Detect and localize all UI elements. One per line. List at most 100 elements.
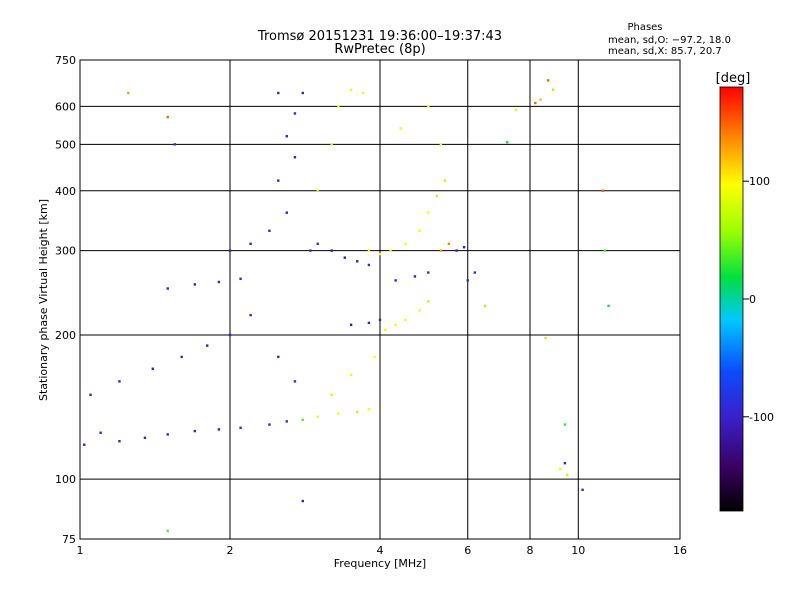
x-tick-label: 6 [464, 544, 471, 557]
grid [80, 60, 680, 539]
data-point [301, 499, 305, 503]
data-point [404, 318, 407, 322]
data-point [443, 179, 447, 182]
data-point [301, 91, 305, 95]
x-axis-label: Frequency [MHz] [334, 557, 426, 570]
data-point [447, 242, 451, 245]
data-point [603, 249, 606, 252]
stats-x-line: mean, sd,X: 85.7, 20.7 [608, 46, 722, 57]
y-tick-label: 300 [55, 245, 76, 258]
data-point [394, 323, 397, 327]
data-point [166, 433, 169, 436]
data-point [228, 249, 232, 252]
data-point [378, 318, 382, 322]
data-point [601, 189, 605, 192]
data-point [277, 91, 280, 95]
data-point [83, 443, 86, 446]
data-point [118, 440, 121, 443]
data-point [373, 355, 376, 359]
data-point [180, 355, 183, 359]
data-point [483, 304, 487, 308]
data-point [249, 313, 252, 317]
colorbar-tick-label: 100 [749, 175, 770, 188]
x-tick-label: 4 [377, 544, 384, 557]
data-point [563, 461, 567, 465]
y-tick-label: 400 [55, 185, 76, 198]
y-axis-ticks: 75 100 200 300 400 500 600 750 [55, 54, 76, 546]
data-point [330, 393, 333, 397]
data-point [581, 488, 584, 492]
y-tick-label: 750 [55, 54, 76, 67]
data-point [367, 263, 371, 267]
x-tick-label: 2 [227, 544, 234, 557]
x-tick-label: 8 [527, 544, 534, 557]
data-point [378, 252, 382, 256]
data-point [505, 141, 509, 144]
data-point [439, 249, 443, 252]
data-point [285, 134, 288, 138]
data-point [285, 420, 288, 423]
data-point [277, 355, 280, 359]
data-point [268, 423, 271, 426]
x-tick-label: 1 [77, 544, 84, 557]
data-point [384, 328, 387, 332]
data-point [466, 279, 469, 282]
data-point [193, 283, 197, 286]
data-point [462, 245, 466, 249]
data-point [166, 287, 169, 290]
y-tick-label: 75 [62, 533, 76, 546]
data-point [228, 333, 232, 337]
data-point [99, 431, 102, 434]
y-tick-label: 600 [55, 100, 76, 113]
data-point [349, 323, 353, 327]
data-point [285, 211, 288, 214]
data-point [367, 321, 371, 325]
chart-subtitle: RwPretec (8p) [334, 42, 425, 57]
y-tick-label: 500 [55, 138, 76, 151]
data-point [399, 127, 402, 130]
data-point [309, 249, 312, 252]
data-point [355, 410, 359, 414]
colorbar [719, 86, 744, 512]
data-point [337, 412, 340, 415]
data-point [361, 91, 365, 95]
data-point [330, 143, 333, 146]
data-point [435, 194, 438, 198]
colorbar-tick-label: 0 [749, 293, 756, 306]
data-point [551, 88, 555, 91]
data-point [546, 79, 550, 82]
data-point [418, 229, 421, 232]
data-point [607, 304, 610, 308]
data-point [427, 105, 430, 108]
data-point [89, 393, 92, 397]
x-axis-ticks: 1 2 4 6 8 10 16 [77, 544, 688, 557]
data-point [205, 344, 209, 347]
stats-heading: Phases [627, 22, 662, 33]
data-point [316, 415, 319, 418]
data-point [343, 256, 347, 259]
data-point [427, 271, 430, 274]
data-point [404, 242, 407, 245]
data-point [143, 436, 147, 439]
colorbar-label: [deg] [716, 71, 751, 86]
data-point [394, 279, 397, 282]
data-point [559, 467, 562, 471]
data-point [217, 428, 221, 431]
stats-o-line: mean, sd,O: −97.2, 18.0 [608, 35, 731, 46]
data-point [173, 143, 177, 146]
data-point [544, 336, 547, 340]
plot-frame [79, 59, 681, 540]
data-point [563, 423, 567, 426]
data-point [249, 242, 252, 245]
y-tick-label: 200 [55, 329, 76, 342]
chart-title: Tromsø 20151231 19:36:00–19:37:43 [257, 29, 502, 44]
data-point [439, 143, 443, 146]
data-point [418, 309, 421, 312]
data-point [565, 473, 569, 477]
y-tick-label: 100 [55, 473, 76, 486]
x-tick-label: 16 [673, 544, 687, 557]
data-point [539, 98, 542, 101]
data-point [316, 189, 319, 192]
data-points [83, 79, 610, 533]
